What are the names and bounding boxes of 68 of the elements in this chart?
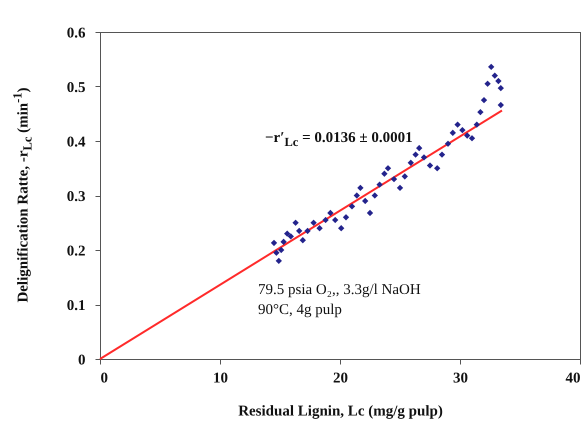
point	[296, 228, 302, 234]
point	[498, 102, 504, 108]
point	[464, 132, 470, 139]
point	[420, 154, 428, 161]
y-tick-label: 0.4	[66, 134, 86, 150]
annotation: 79.5 psia O₂,, 3.3g/l NaOH	[258, 282, 421, 299]
point	[270, 240, 278, 246]
point	[390, 176, 398, 182]
y-tick-label: 0.3	[66, 189, 86, 205]
point	[372, 192, 378, 199]
point	[354, 192, 360, 199]
point	[292, 220, 299, 226]
point	[492, 72, 498, 79]
point	[316, 225, 323, 232]
point	[384, 165, 392, 172]
point	[498, 84, 504, 92]
annotation: 90°C, 4g pulp	[258, 302, 342, 319]
point	[438, 151, 446, 158]
point	[477, 108, 484, 116]
point	[276, 258, 282, 264]
point	[322, 216, 329, 224]
point	[338, 225, 344, 232]
point	[434, 165, 440, 172]
point	[366, 210, 374, 216]
point	[416, 144, 422, 152]
point	[310, 220, 317, 226]
point	[450, 130, 456, 136]
point	[304, 228, 311, 234]
point	[444, 140, 452, 147]
point	[495, 78, 502, 84]
y-tick-label: 0.5	[66, 80, 86, 96]
point	[484, 80, 491, 87]
point	[376, 181, 383, 188]
point	[412, 151, 419, 158]
point	[278, 246, 284, 254]
x-tick-label: 30	[453, 370, 468, 386]
x-tick-label: 10	[213, 370, 228, 386]
point	[468, 135, 476, 142]
x-tick-label: 40	[566, 370, 580, 386]
point	[459, 126, 466, 134]
point	[426, 162, 434, 169]
point	[284, 230, 290, 237]
point	[488, 64, 494, 70]
y-tick-label: 0.6	[66, 26, 86, 42]
point	[474, 121, 480, 128]
point	[408, 160, 414, 166]
point	[348, 203, 356, 210]
annotation: −r′$_{Lc}$ = 0.0136 ± 0.0001	[265, 130, 413, 150]
point	[381, 170, 388, 177]
point	[396, 184, 404, 192]
y-tick-label: 0.2	[66, 244, 86, 260]
point	[300, 237, 306, 244]
point	[273, 250, 280, 256]
x-axis-title: Residual Lignin, Lc (mg/g pulp)	[238, 404, 443, 420]
point	[454, 121, 461, 128]
point	[288, 233, 294, 240]
y-tick-label: 0	[78, 352, 86, 368]
point	[480, 96, 488, 104]
x-tick-label: 0	[100, 370, 108, 386]
point	[342, 214, 350, 220]
y-tick-label: 0.1	[66, 298, 86, 314]
point	[280, 238, 287, 245]
point	[357, 184, 364, 192]
x-tick-label: 20	[333, 370, 348, 386]
point	[362, 198, 368, 204]
point	[332, 216, 338, 224]
point	[327, 210, 334, 216]
point	[402, 173, 408, 180]
